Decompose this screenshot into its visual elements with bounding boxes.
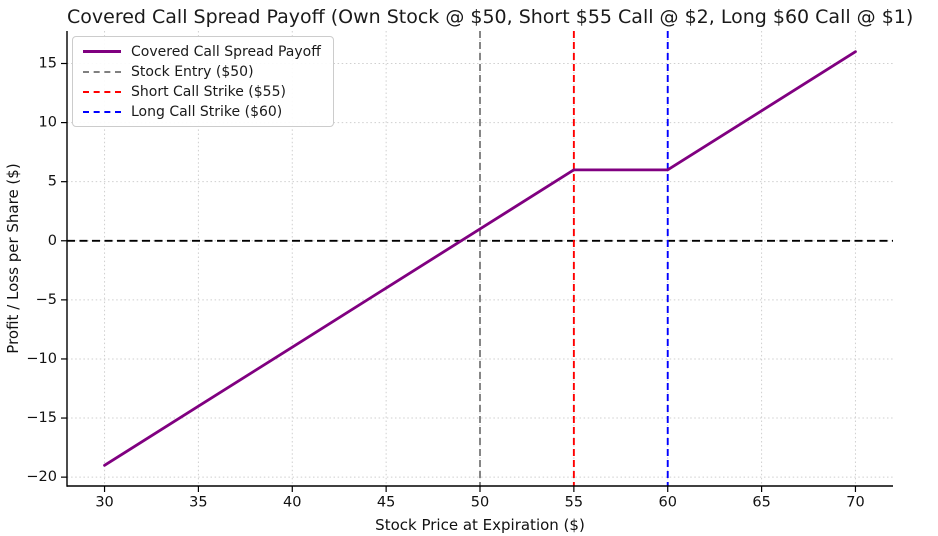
legend-item-label: Covered Call Spread Payoff bbox=[131, 43, 321, 60]
x-tick-label: 70 bbox=[846, 495, 864, 511]
legend-dashed-line-sample bbox=[83, 70, 121, 73]
y-tick-label: 0 bbox=[48, 233, 57, 249]
legend-item: Short Call Strike ($55) bbox=[83, 83, 321, 100]
y-tick-label: 15 bbox=[39, 56, 57, 72]
payoff-line bbox=[103, 50, 857, 467]
legend-item-label: Short Call Strike ($55) bbox=[131, 83, 286, 100]
y-axis-label: Profit / Loss per Share ($) bbox=[4, 163, 22, 353]
legend-solid-line-sample bbox=[83, 50, 121, 53]
legend-item-label: Long Call Strike ($60) bbox=[131, 103, 283, 120]
y-tick-label: −5 bbox=[36, 292, 57, 308]
y-tick-label: −10 bbox=[26, 351, 57, 367]
legend: Covered Call Spread Payoff Stock Entry ($… bbox=[72, 36, 334, 127]
x-tick-label: 55 bbox=[565, 495, 583, 511]
legend-item: Long Call Strike ($60) bbox=[83, 103, 321, 120]
legend-dashed-line-sample bbox=[83, 90, 121, 93]
legend-item-label: Stock Entry ($50) bbox=[131, 63, 254, 80]
y-tick-label: −15 bbox=[26, 410, 57, 426]
x-tick-label: 30 bbox=[95, 495, 113, 511]
legend-item: Covered Call Spread Payoff bbox=[83, 43, 321, 60]
x-tick-label: 45 bbox=[377, 495, 395, 511]
y-tick-label: 10 bbox=[39, 115, 57, 131]
y-tick-label: 5 bbox=[48, 174, 57, 190]
legend-dashed-line-sample bbox=[83, 110, 121, 113]
y-tick-label: −20 bbox=[26, 469, 57, 485]
x-axis-label: Stock Price at Expiration ($) bbox=[375, 516, 585, 534]
x-tick-label: 65 bbox=[752, 495, 770, 511]
x-tick-label: 40 bbox=[283, 495, 301, 511]
chart-title: Covered Call Spread Payoff (Own Stock @ … bbox=[67, 6, 914, 28]
x-tick-label: 60 bbox=[659, 495, 677, 511]
legend-item: Stock Entry ($50) bbox=[83, 63, 321, 80]
x-tick-label: 35 bbox=[189, 495, 207, 511]
x-tick-label: 50 bbox=[471, 495, 489, 511]
